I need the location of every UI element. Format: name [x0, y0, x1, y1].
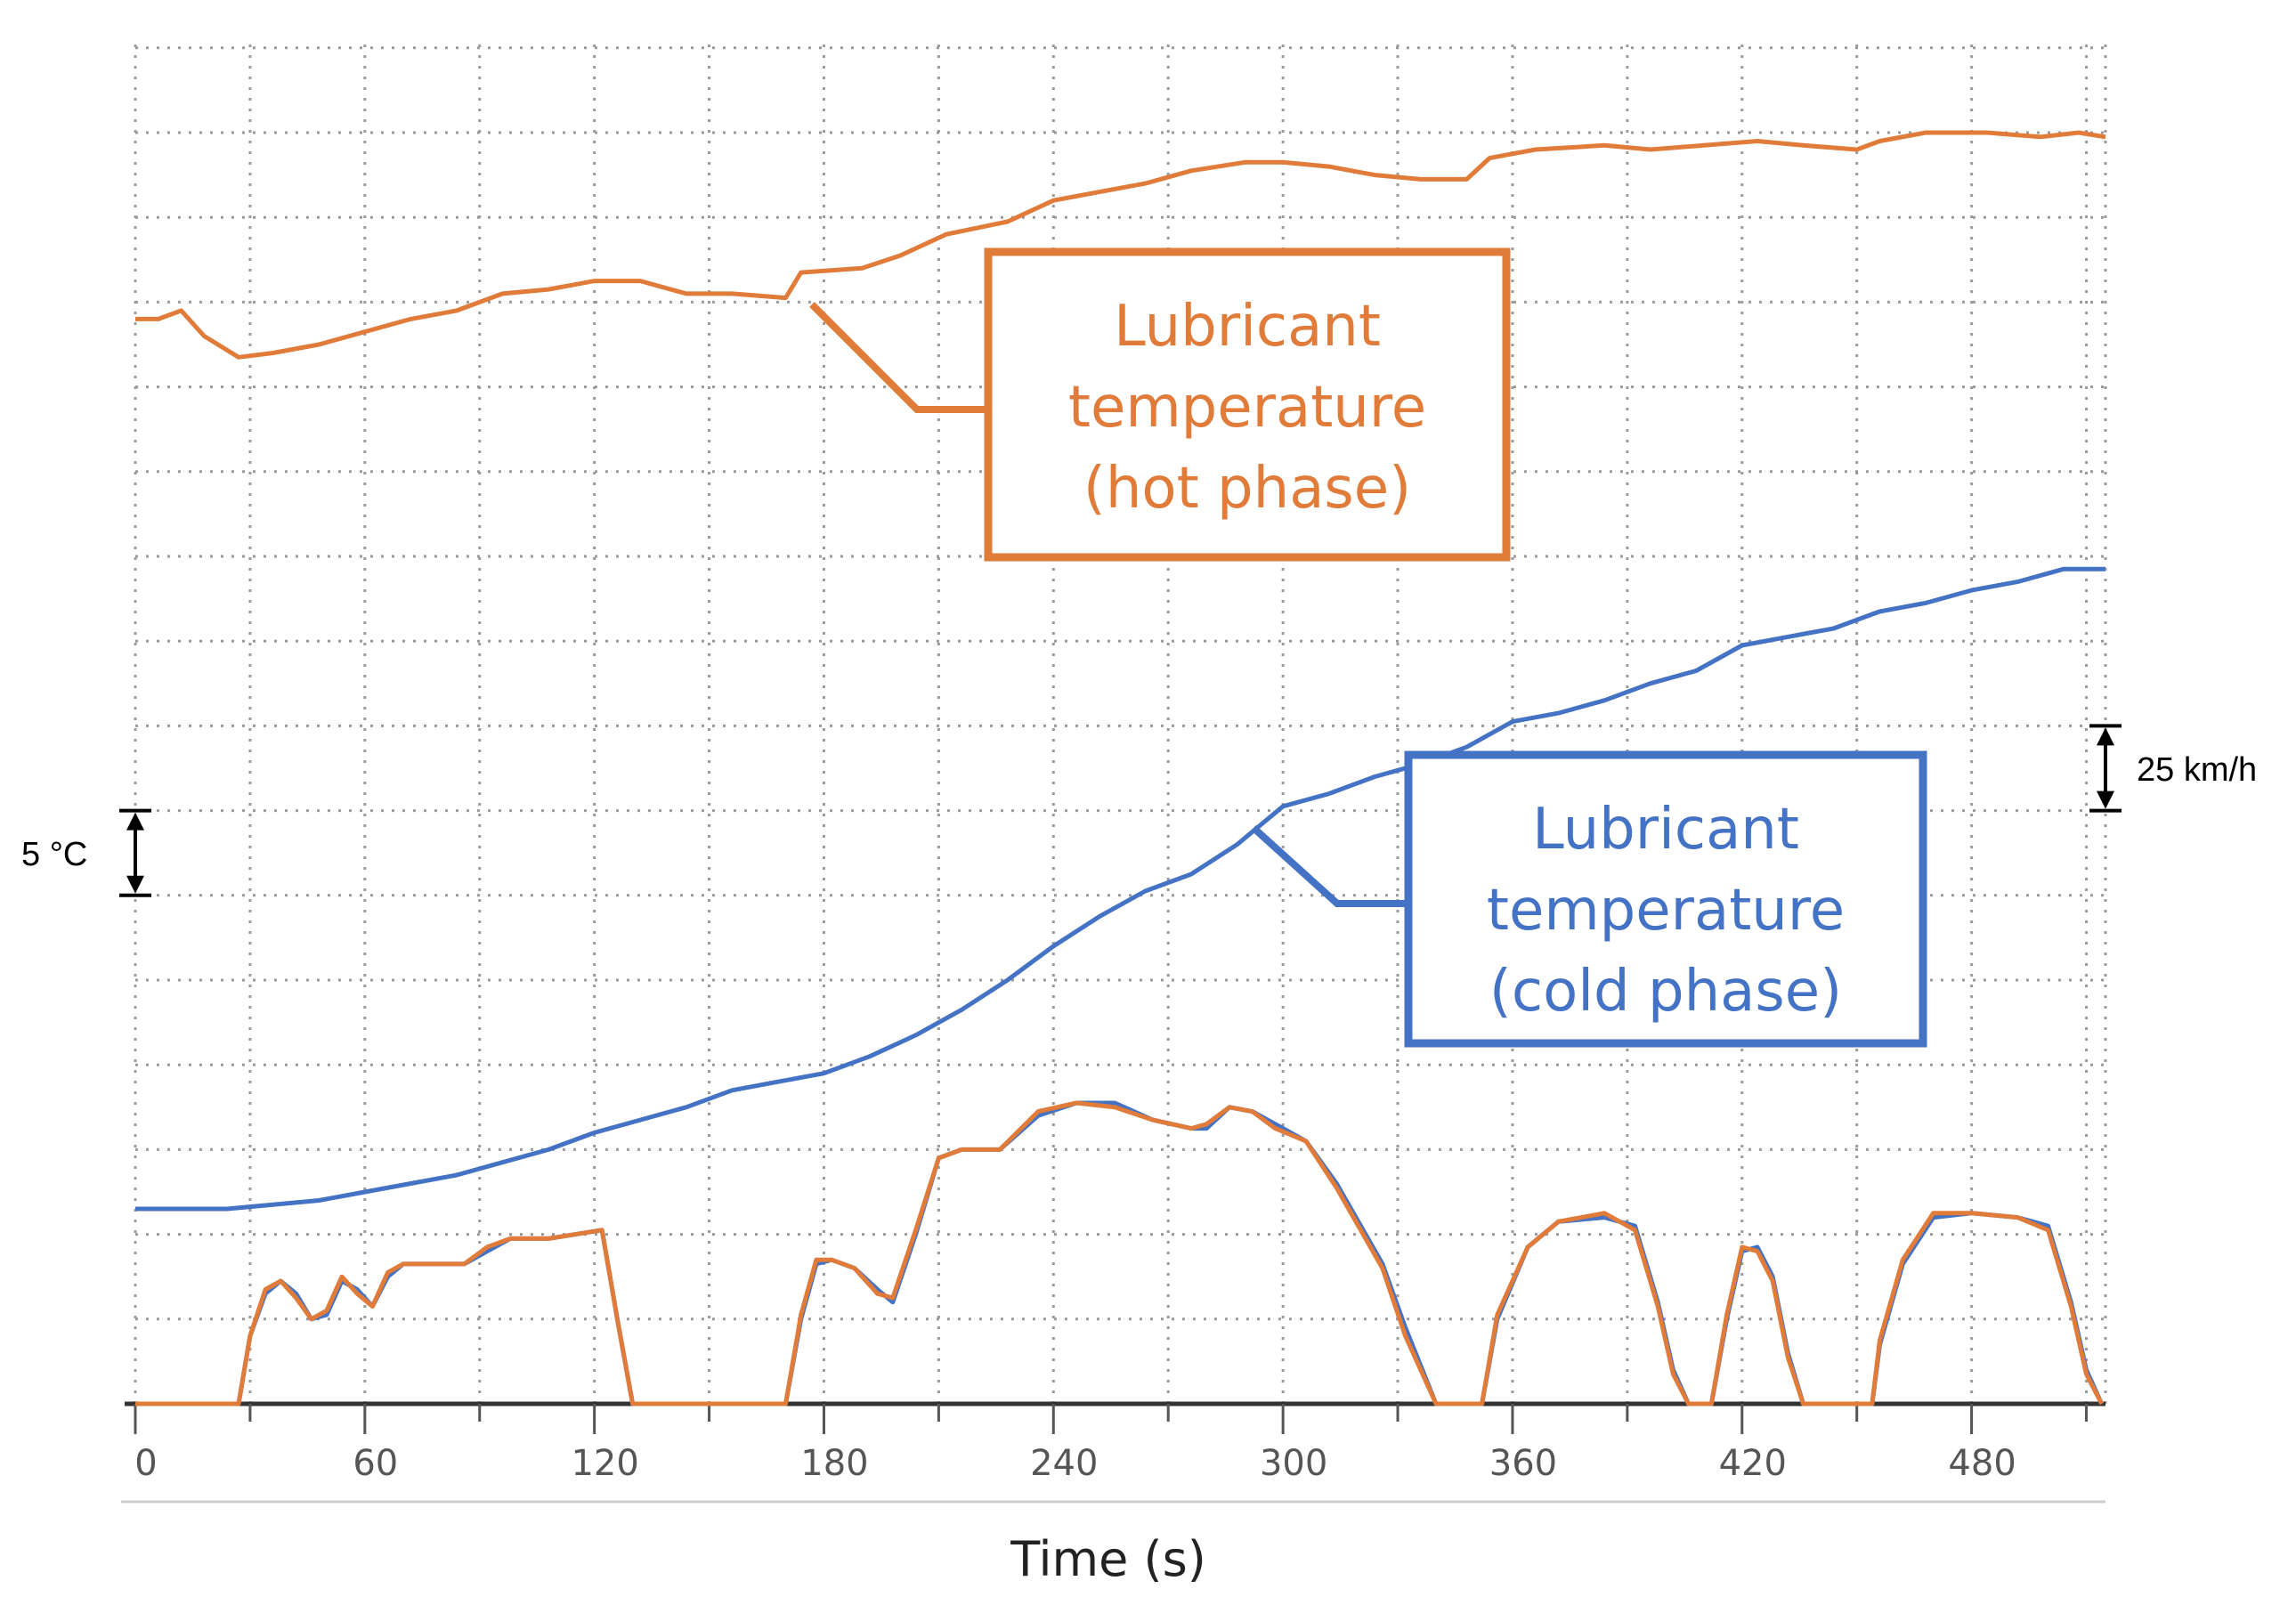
callout-text-line: (cold phase): [1489, 959, 1842, 1025]
callout-text-line: Lubricant: [1532, 797, 1799, 863]
scale-arrow-up-icon: [126, 812, 144, 831]
x-tick-label: 480: [1948, 1443, 2016, 1484]
callout-text-line: temperature: [1487, 878, 1845, 944]
x-tick-label: 420: [1719, 1443, 1787, 1484]
series-layer: [135, 130, 2106, 1406]
x-tick-label: 0: [134, 1443, 157, 1484]
callout-hot: Lubricant temperature (hot phase): [809, 247, 1511, 562]
x-tick-label: 300: [1260, 1443, 1327, 1484]
scale-bar-label: 25 km/h: [2137, 751, 2257, 789]
scale-bars: 5 °C 25 km/h: [21, 724, 2257, 897]
scale-arrow-up-icon: [2097, 727, 2114, 746]
scale-arrow-down-icon: [126, 875, 144, 894]
callout-text-line: Lubricant: [1114, 294, 1381, 360]
callout-text-line: temperature: [1068, 375, 1426, 441]
callout-box: [1404, 750, 1927, 1048]
scale-bar-right: 25 km/h: [2089, 724, 2257, 813]
x-tick-label: 60: [353, 1443, 398, 1484]
series-line-cold: [135, 566, 2105, 1212]
x-axis: 0 60 120 180 240 300 360 420 480: [121, 1401, 2105, 1504]
x-tick-label: 120: [571, 1443, 638, 1484]
scale-bar-left: 5 °C: [21, 808, 151, 897]
scale-bar-label: 5 °C: [21, 836, 87, 873]
callout-leader-line: [1251, 825, 1408, 907]
callout-cold: Lubricant temperature (cold phase): [1251, 750, 1927, 1048]
callout-text-line: (hot phase): [1083, 456, 1411, 522]
series-line-speed-hot: [135, 1100, 2104, 1406]
scale-arrow-down-icon: [2097, 790, 2114, 809]
series-line-hot: [135, 130, 2106, 360]
x-tick-label: 240: [1030, 1443, 1098, 1484]
series-line-speed-cold: [135, 1100, 2104, 1406]
callout-box: [984, 247, 1511, 562]
x-tick-label: 360: [1489, 1443, 1557, 1484]
x-tick-label: 180: [800, 1443, 868, 1484]
x-axis-title: Time (s): [1010, 1531, 1206, 1587]
callout-leader-line: [809, 302, 988, 413]
